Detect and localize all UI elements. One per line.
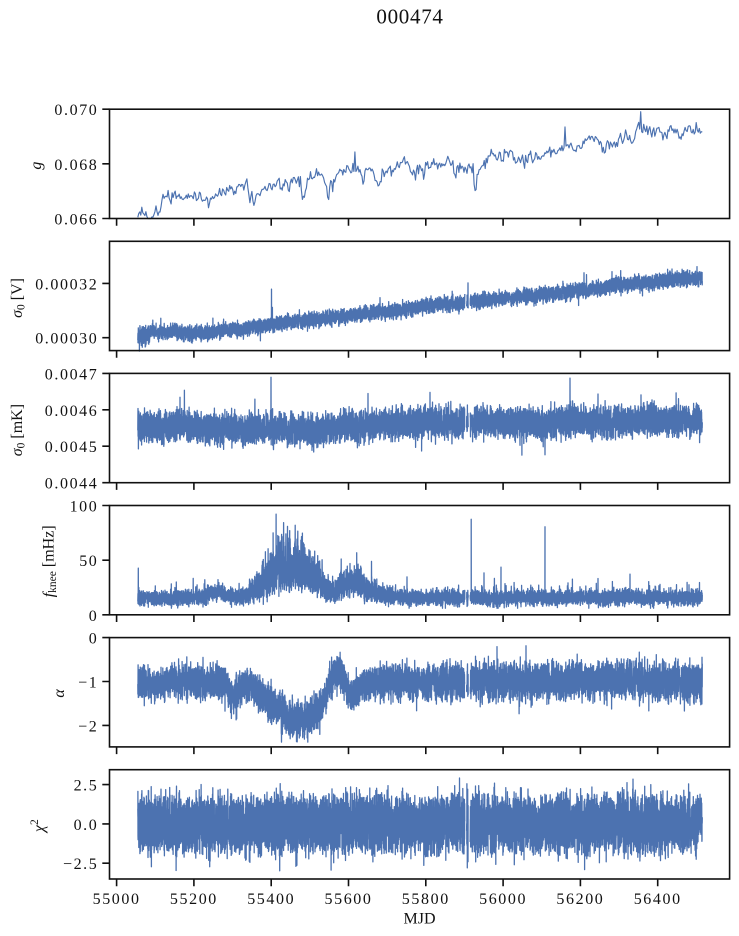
svg-text:0: 0 [89, 608, 99, 625]
svg-text:0.0045: 0.0045 [45, 439, 99, 456]
svg-text:100: 100 [70, 499, 99, 516]
svg-text:2.5: 2.5 [74, 778, 99, 795]
svg-text:0.0046: 0.0046 [45, 403, 99, 420]
svg-text:g: g [28, 162, 45, 170]
svg-text:0.00032: 0.00032 [35, 276, 98, 293]
svg-text:0: 0 [89, 631, 99, 648]
svg-text:56400: 56400 [634, 891, 682, 908]
svg-text:σ0 [mK]: σ0 [mK] [9, 404, 28, 456]
svg-text:σ0 [V]: σ0 [V] [9, 278, 28, 318]
svg-text:−2: −2 [78, 718, 98, 735]
svg-text:fknee [mHz]: fknee [mHz] [41, 525, 60, 597]
svg-text:−1: −1 [78, 675, 98, 692]
svg-text:55600: 55600 [325, 891, 373, 908]
svg-text:χ2: χ2 [29, 819, 48, 834]
svg-text:0.0044: 0.0044 [45, 476, 99, 493]
svg-text:55800: 55800 [402, 891, 450, 908]
svg-text:55400: 55400 [247, 891, 295, 908]
svg-text:α: α [51, 689, 68, 698]
svg-text:50: 50 [79, 553, 98, 570]
svg-text:0.068: 0.068 [54, 157, 98, 174]
svg-text:0.066: 0.066 [54, 212, 98, 229]
svg-text:55200: 55200 [170, 891, 218, 908]
svg-text:0.00030: 0.00030 [35, 331, 98, 348]
svg-text:0.070: 0.070 [54, 102, 98, 119]
svg-text:55000: 55000 [93, 891, 141, 908]
svg-text:0.0047: 0.0047 [45, 366, 99, 383]
svg-text:56200: 56200 [556, 891, 604, 908]
svg-text:0.0: 0.0 [74, 817, 99, 834]
svg-text:MJD: MJD [403, 911, 435, 928]
svg-text:−2.5: −2.5 [63, 856, 98, 873]
svg-text:56000: 56000 [479, 891, 527, 908]
svg-text:000474: 000474 [376, 5, 443, 29]
